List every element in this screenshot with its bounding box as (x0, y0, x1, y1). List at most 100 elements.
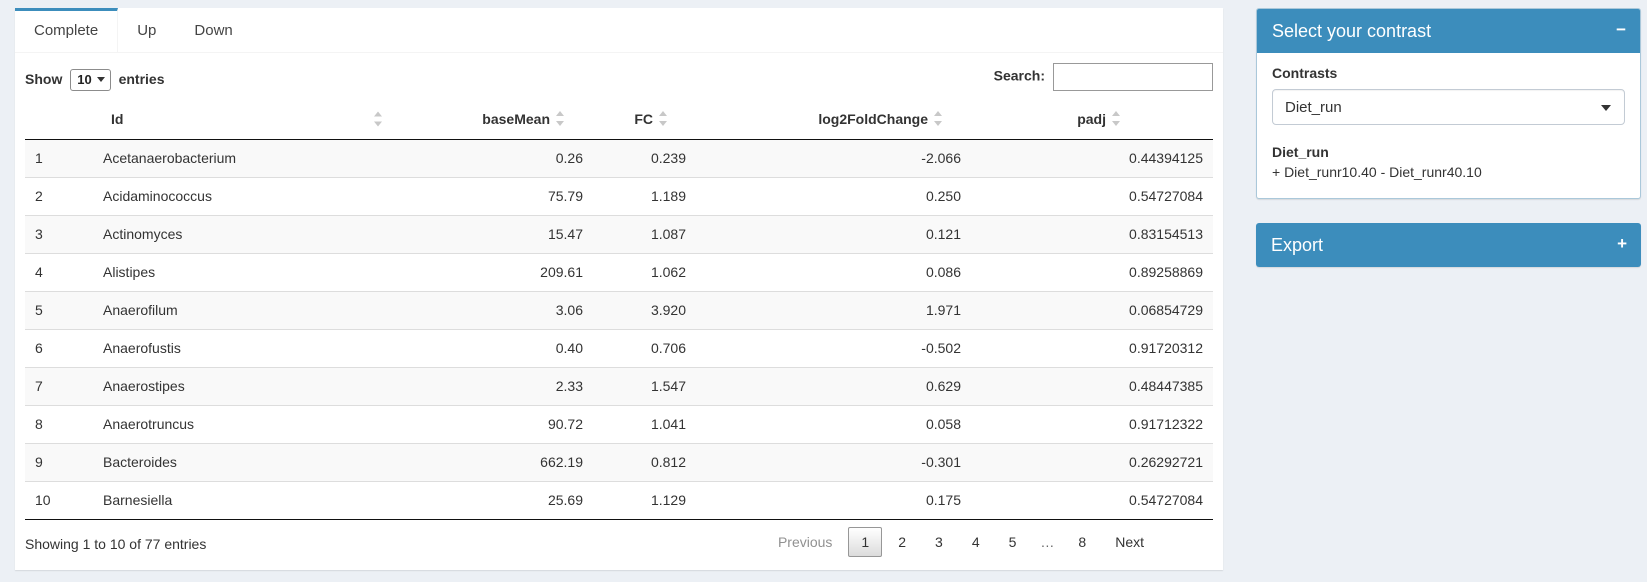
cell-id: Actinomyces (93, 215, 393, 254)
col-header-index (25, 99, 93, 140)
datatable-footer: Showing 1 to 10 of 77 entries Previous 1 2… (25, 524, 1213, 573)
tab-up[interactable]: Up (137, 22, 157, 39)
cell-fc: 3.920 (593, 291, 696, 330)
table-row[interactable]: 5 Anaerofilum 3.06 3.920 1.971 0.06854729 (25, 291, 1213, 330)
col-header-log2foldchange-label: log2FoldChange (818, 111, 928, 127)
col-header-id[interactable]: Id (93, 99, 393, 140)
table-row[interactable]: 1 Acetanaerobacterium 0.26 0.239 -2.066 0.443… (25, 139, 1213, 178)
search-label: Search: (993, 67, 1045, 84)
cell-basemean: 25.69 (393, 481, 593, 520)
cell-id: Anaerofustis (93, 329, 393, 368)
cell-fc: 0.706 (593, 329, 696, 368)
cell-index: 6 (25, 329, 93, 368)
cell-log2foldchange: -2.066 (696, 139, 971, 178)
contrast-detail-name: Diet_run (1272, 144, 1329, 160)
cell-basemean: 75.79 (393, 177, 593, 216)
cell-index: 4 (25, 253, 93, 292)
table-row[interactable]: 6 Anaerofustis 0.40 0.706 -0.502 0.91720312 (25, 329, 1213, 368)
table-header-row: Id baseMean FC log2FoldChange (25, 99, 1213, 140)
pagination: Previous 1 2 3 4 5 … 8 Next (762, 524, 1213, 557)
cell-padj: 0.06854729 (971, 291, 1213, 330)
col-header-padj-label: padj (1077, 111, 1106, 127)
cell-fc: 0.239 (593, 139, 696, 178)
tab-complete[interactable]: Complete (15, 8, 119, 52)
contrast-detail: Diet_run + Diet_runr10.40 - Diet_runr40.… (1272, 142, 1625, 182)
contrast-box-body: Contrasts Diet_run Diet_run + Diet_runr1… (1257, 53, 1640, 198)
cell-basemean: 3.06 (393, 291, 593, 330)
pagination-ellipsis: … (1040, 534, 1055, 550)
pagination-page-3[interactable]: 3 (935, 534, 943, 550)
sidebar-column: Select your contrast − Contrasts Diet_ru… (1256, 8, 1641, 291)
collapse-minus-icon[interactable]: − (1616, 20, 1626, 39)
col-header-fc-label: FC (634, 111, 653, 127)
cell-id: Acetanaerobacterium (93, 139, 393, 178)
col-header-fc[interactable]: FC (593, 99, 696, 140)
cell-basemean: 0.26 (393, 139, 593, 178)
cell-index: 10 (25, 481, 93, 520)
cell-id: Acidaminococcus (93, 177, 393, 216)
pagination-next-button[interactable]: Next (1115, 534, 1144, 550)
length-control: Show 10 entries (25, 63, 1213, 91)
contrast-box-title: Select your contrast (1272, 21, 1432, 41)
table-row[interactable]: 10 Barnesiella 25.69 1.129 0.175 0.54727084 (25, 481, 1213, 520)
cell-index: 3 (25, 215, 93, 254)
cell-id: Anaerostipes (93, 367, 393, 406)
table-row[interactable]: 8 Anaerotruncus 90.72 1.041 0.058 0.91712322 (25, 405, 1213, 444)
cell-padj: 0.83154513 (971, 215, 1213, 254)
cell-fc: 1.129 (593, 481, 696, 520)
pagination-page-5[interactable]: 5 (1008, 534, 1017, 550)
table-row[interactable]: 9 Bacteroides 662.19 0.812 -0.301 0.26292721 (25, 443, 1213, 482)
contrast-select-value: Diet_run (1285, 98, 1342, 116)
cell-padj: 0.91712322 (971, 405, 1213, 444)
table-row[interactable]: 2 Acidaminococcus 75.79 1.189 0.250 0.5472708… (25, 177, 1213, 216)
pagination-page-8[interactable]: 8 (1078, 534, 1087, 550)
cell-padj: 0.26292721 (971, 443, 1213, 482)
sort-icon (934, 111, 943, 126)
cell-basemean: 2.33 (393, 367, 593, 406)
cell-padj: 0.44394125 (971, 139, 1213, 178)
col-header-padj[interactable]: padj (971, 99, 1213, 140)
contrasts-label: Contrasts (1272, 65, 1338, 81)
cell-log2foldchange: 1.971 (696, 291, 971, 330)
cell-basemean: 15.47 (393, 215, 593, 254)
cell-fc: 0.812 (593, 443, 696, 482)
caret-down-icon (1601, 105, 1611, 111)
cell-log2foldchange: -0.301 (696, 443, 971, 482)
search-input[interactable] (1053, 63, 1213, 91)
page-length-value: 10 (77, 72, 92, 87)
table-row[interactable]: 7 Anaerostipes 2.33 1.547 0.629 0.48447385 (25, 367, 1213, 406)
expand-plus-icon[interactable]: + (1617, 234, 1627, 253)
pagination-page-1[interactable]: 1 (848, 527, 883, 557)
pagination-page-2[interactable]: 2 (898, 534, 907, 550)
cell-basemean: 209.61 (393, 253, 593, 292)
table-row[interactable]: 4 Alistipes 209.61 1.062 0.086 0.89258869 (25, 253, 1213, 292)
export-box: Export + (1256, 223, 1641, 267)
page-length-select[interactable]: 10 (70, 69, 111, 91)
pagination-page-4[interactable]: 4 (971, 534, 980, 550)
cell-padj: 0.89258869 (971, 253, 1213, 292)
pagination-previous-button[interactable]: Previous (777, 534, 833, 550)
results-table: Id baseMean FC log2FoldChange (25, 99, 1213, 520)
cell-log2foldchange: 0.175 (696, 481, 971, 520)
sort-icon (1112, 111, 1121, 126)
cell-index: 5 (25, 291, 93, 330)
table-info: Showing 1 to 10 of 77 entries (25, 536, 207, 552)
cell-fc: 1.087 (593, 215, 696, 254)
cell-id: Bacteroides (93, 443, 393, 482)
col-header-id-label: Id (111, 111, 124, 127)
export-box-title: Export (1271, 235, 1324, 255)
cell-padj: 0.54727084 (971, 481, 1213, 520)
cell-log2foldchange: 0.250 (696, 177, 971, 216)
contrast-select[interactable]: Diet_run (1272, 89, 1625, 125)
cell-id: Anaerotruncus (93, 405, 393, 444)
col-header-basemean[interactable]: baseMean (393, 99, 593, 140)
contrast-box-header: Select your contrast − (1257, 9, 1640, 53)
cell-index: 1 (25, 139, 93, 178)
search-control: Search: (994, 63, 1213, 91)
cell-fc: 1.189 (593, 177, 696, 216)
col-header-log2foldchange[interactable]: log2FoldChange (696, 99, 971, 140)
table-row[interactable]: 3 Actinomyces 15.47 1.087 0.121 0.83154513 (25, 215, 1213, 254)
datatable-controls: Show 10 entries Search: (25, 63, 1213, 97)
tab-down[interactable]: Down (194, 22, 233, 39)
